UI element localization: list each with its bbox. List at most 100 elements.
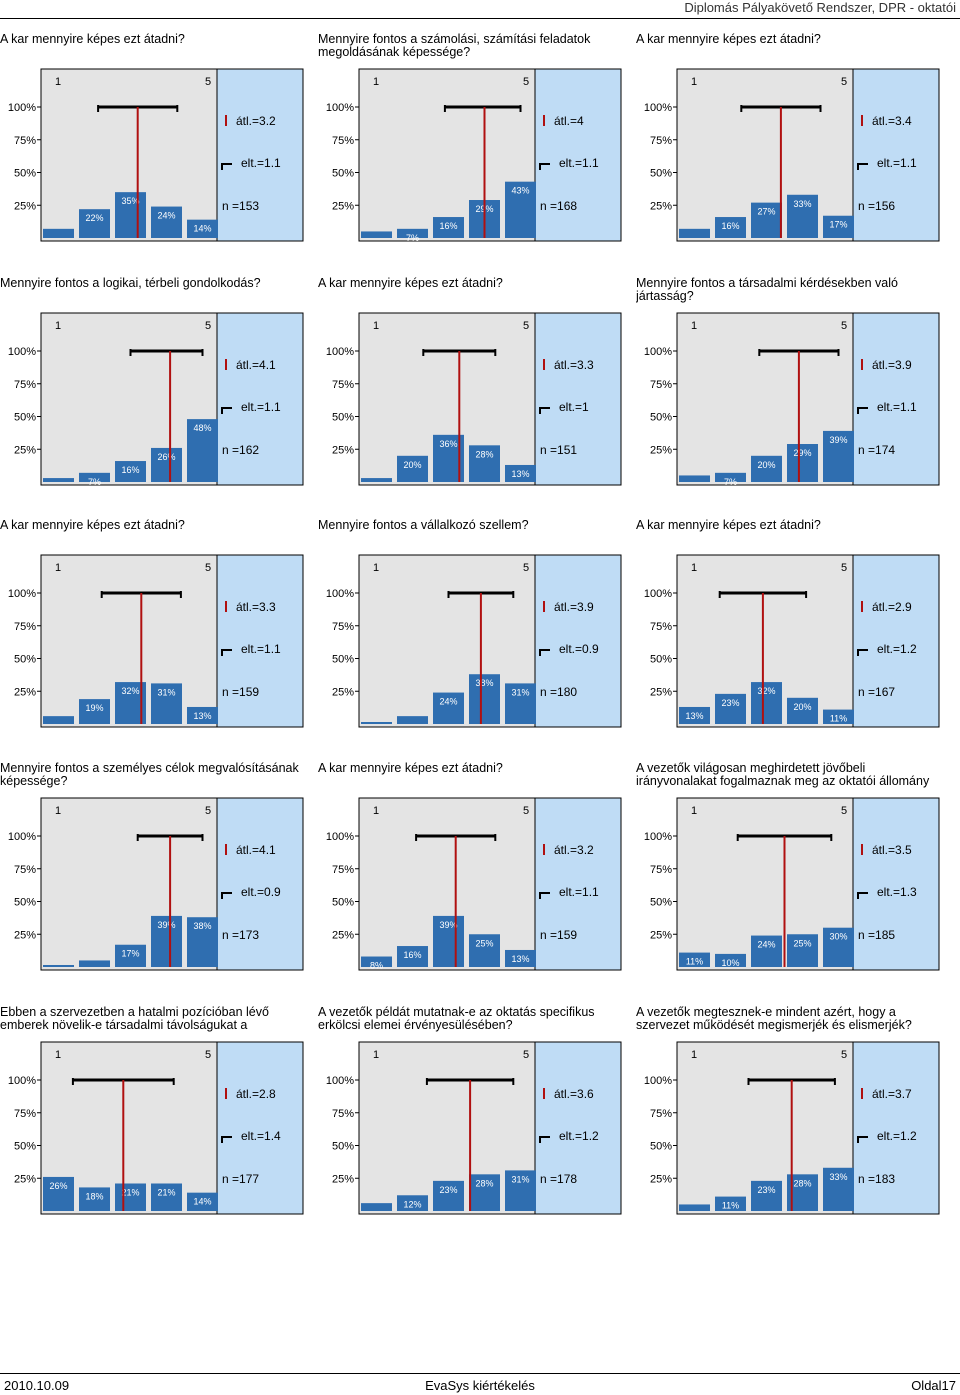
sd-legend-mark bbox=[221, 163, 232, 170]
chart-question: Mennyire fontos a logikai, térbeli gondo… bbox=[0, 277, 261, 290]
chart-svg: 1 5 100% 75% 50% 25% 8% 16% 39% 25% 13% átl.=3.2 elt… bbox=[326, 797, 622, 971]
bar-value-label: 39% bbox=[829, 435, 847, 445]
sd-label: elt.=1.1 bbox=[559, 885, 599, 899]
bar-1 bbox=[679, 475, 710, 482]
y-tick-label: 75% bbox=[14, 379, 36, 391]
scale-max-label: 5 bbox=[841, 1049, 847, 1061]
bar-value-label: 11% bbox=[830, 714, 847, 724]
bar-5 bbox=[187, 917, 218, 967]
scale-min-label: 1 bbox=[691, 1049, 697, 1061]
bar-value-label: 28% bbox=[793, 1178, 811, 1188]
bar-value-label: 24% bbox=[757, 940, 775, 950]
stats-panel bbox=[534, 1041, 622, 1215]
bar-4 bbox=[787, 697, 818, 724]
footer-date: 2010.10.09 bbox=[4, 1378, 70, 1393]
header-divider bbox=[0, 18, 960, 19]
mean-label: átl.=3.9 bbox=[554, 600, 594, 614]
bar-value-label: 25% bbox=[475, 938, 493, 948]
chart-question: A kar mennyire képes ezt átadni? bbox=[636, 519, 821, 532]
bar-value-label: 23% bbox=[721, 698, 739, 708]
scale-min-label: 1 bbox=[373, 805, 379, 817]
y-tick-label: 75% bbox=[332, 1108, 354, 1120]
bar-value-label: 30% bbox=[829, 932, 847, 942]
sd-label: elt.=0.9 bbox=[241, 885, 281, 899]
mean-label: átl.=2.9 bbox=[872, 600, 912, 614]
bar-1 bbox=[43, 716, 74, 724]
stats-panel bbox=[534, 312, 622, 486]
bar-value-label: 23% bbox=[439, 1185, 457, 1195]
bar-5 bbox=[505, 464, 536, 482]
scale-min-label: 1 bbox=[55, 320, 61, 332]
chart-question: A kar mennyire képes ezt átadni? bbox=[0, 519, 185, 532]
n-label: n =178 bbox=[540, 1172, 577, 1186]
y-tick-label: 50% bbox=[332, 654, 354, 666]
bar-value-label: 7% bbox=[88, 477, 101, 487]
sd-label: elt.=1 bbox=[559, 400, 589, 414]
bar-1 bbox=[679, 1204, 710, 1211]
chart-14: A vezetők példát mutatnak-e az oktatás s… bbox=[318, 1006, 623, 1215]
mean-label: átl.=3.5 bbox=[872, 843, 912, 857]
bar-value-label: 16% bbox=[439, 221, 457, 231]
sd-legend-mark bbox=[857, 649, 868, 656]
sd-legend-mark bbox=[857, 163, 868, 170]
scale-max-label: 5 bbox=[523, 320, 529, 332]
chart-4: Mennyire fontos a logikai, térbeli gondo… bbox=[0, 277, 305, 487]
mean-label: átl.=3.2 bbox=[554, 843, 594, 857]
bar-4 bbox=[469, 1174, 500, 1211]
bar-value-label: 39% bbox=[157, 920, 175, 930]
sd-label: elt.=0.9 bbox=[559, 642, 599, 656]
bar-4 bbox=[787, 194, 818, 238]
bar-value-label: 13% bbox=[685, 711, 703, 721]
chart-question: Mennyire fontos a számolási, számítási f… bbox=[318, 33, 591, 59]
y-tick-label: 75% bbox=[14, 1108, 36, 1120]
bar-value-label: 13% bbox=[511, 469, 529, 479]
bar-value-label: 12% bbox=[403, 1199, 421, 1209]
bar-5 bbox=[823, 709, 854, 724]
bar-3 bbox=[115, 944, 146, 967]
footer-divider bbox=[0, 1373, 960, 1374]
y-tick-label: 100% bbox=[8, 831, 36, 843]
sd-label: elt.=1.1 bbox=[559, 156, 599, 170]
y-tick-label: 100% bbox=[644, 102, 672, 114]
bar-1 bbox=[361, 1203, 392, 1211]
bar-4 bbox=[151, 447, 182, 482]
chart-9: A kar mennyire képes ezt átadni? 1 5 100% 75… bbox=[636, 519, 941, 728]
header-title: Diplomás Pályakövető Rendszer, DPR - okt… bbox=[684, 0, 956, 15]
bar-1 bbox=[361, 722, 392, 724]
y-tick-label: 50% bbox=[650, 168, 672, 180]
bar-5 bbox=[505, 683, 536, 724]
y-tick-label: 75% bbox=[650, 135, 672, 147]
bar-3 bbox=[751, 682, 782, 724]
scale-max-label: 5 bbox=[523, 562, 529, 574]
stats-panel bbox=[216, 68, 304, 242]
chart-svg: 1 5 100% 75% 50% 25% 11% 23% 28% 33% átl.=3.7 elt.=… bbox=[644, 1041, 940, 1215]
bar-value-label: 31% bbox=[157, 687, 175, 697]
n-label: n =168 bbox=[540, 199, 577, 213]
bar-2 bbox=[397, 1195, 428, 1211]
bar-2 bbox=[715, 472, 746, 482]
scale-min-label: 1 bbox=[373, 76, 379, 88]
scale-min-label: 1 bbox=[691, 805, 697, 817]
bar-3 bbox=[751, 455, 782, 482]
bar-2 bbox=[715, 693, 746, 724]
chart-13: Ebben a szervezetben a hatalmi pozícióba… bbox=[0, 1006, 305, 1215]
chart-svg: 1 5 100% 75% 50% 25% 7% 20% 29% 39% átl.=3.9 elt.=1… bbox=[644, 312, 940, 487]
bar-1 bbox=[43, 965, 74, 967]
n-label: n =173 bbox=[222, 928, 259, 942]
bar-value-label: 28% bbox=[475, 1178, 493, 1188]
y-tick-label: 25% bbox=[332, 200, 354, 212]
bar-value-label: 32% bbox=[121, 686, 139, 696]
chart-svg: 1 5 100% 75% 50% 25% 20% 36% 28% 13% átl.=3.3 elt.=… bbox=[326, 312, 622, 486]
y-tick-label: 75% bbox=[332, 135, 354, 147]
mean-label: átl.=4 bbox=[554, 114, 584, 128]
chart-svg: 1 5 100% 75% 50% 25% 24% 38% 31% átl.=3.9 elt.=0.9… bbox=[326, 554, 622, 728]
bar-2 bbox=[397, 946, 428, 967]
bar-value-label: 39% bbox=[439, 920, 457, 930]
y-tick-label: 50% bbox=[14, 897, 36, 909]
y-tick-label: 25% bbox=[14, 929, 36, 941]
bar-value-label: 16% bbox=[403, 950, 421, 960]
bar-value-label: 31% bbox=[511, 1174, 529, 1184]
y-tick-label: 25% bbox=[650, 200, 672, 212]
y-tick-label: 50% bbox=[650, 1141, 672, 1153]
n-label: n =180 bbox=[540, 685, 577, 699]
